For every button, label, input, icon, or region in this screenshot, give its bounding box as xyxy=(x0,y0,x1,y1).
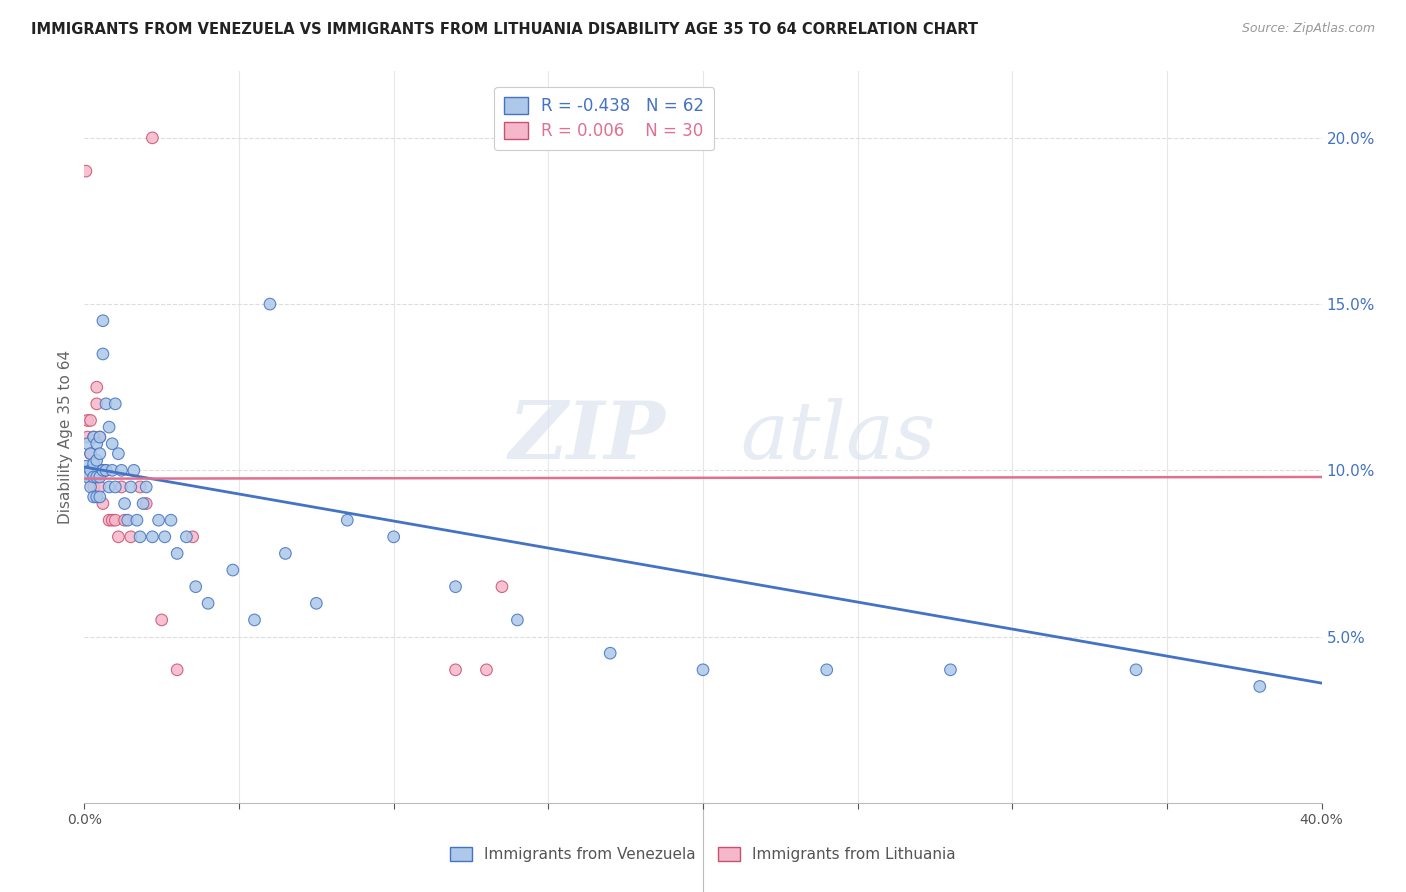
Point xyxy=(141,131,163,145)
Point xyxy=(114,513,136,527)
Point xyxy=(89,480,111,494)
Point xyxy=(181,530,204,544)
Point xyxy=(110,463,132,477)
Point xyxy=(79,447,101,461)
Point xyxy=(166,546,188,560)
Point xyxy=(79,480,101,494)
Point xyxy=(599,646,621,660)
Point xyxy=(184,580,207,594)
Point xyxy=(491,580,513,594)
Point xyxy=(129,530,152,544)
Point xyxy=(305,596,328,610)
Point xyxy=(692,663,714,677)
Y-axis label: Disability Age 35 to 64: Disability Age 35 to 64 xyxy=(58,350,73,524)
Point xyxy=(243,613,266,627)
Point xyxy=(83,480,105,494)
Point xyxy=(91,497,114,511)
Point xyxy=(197,596,219,610)
Point xyxy=(153,530,176,544)
Point xyxy=(150,613,173,627)
Point xyxy=(107,447,129,461)
Point xyxy=(104,513,127,527)
Point xyxy=(129,480,152,494)
Point xyxy=(89,447,111,461)
Point xyxy=(75,164,97,178)
Text: atlas: atlas xyxy=(740,399,935,475)
Legend: R = -0.438   N = 62, R = 0.006    N = 30: R = -0.438 N = 62, R = 0.006 N = 30 xyxy=(494,87,714,150)
Point xyxy=(86,436,108,450)
Point xyxy=(86,470,108,484)
Point xyxy=(83,430,105,444)
Point xyxy=(83,457,105,471)
Point xyxy=(94,463,117,477)
Point xyxy=(76,430,98,444)
Point xyxy=(120,530,142,544)
Point xyxy=(1125,663,1147,677)
Point xyxy=(444,663,467,677)
Point xyxy=(104,480,127,494)
Point xyxy=(101,436,124,450)
Point xyxy=(79,463,101,477)
Point xyxy=(91,314,114,328)
Point xyxy=(274,546,297,560)
Point xyxy=(86,397,108,411)
Point xyxy=(135,497,157,511)
Point xyxy=(79,447,101,461)
Point xyxy=(475,663,498,677)
Point xyxy=(125,513,148,527)
Point xyxy=(79,413,101,427)
Point xyxy=(160,513,183,527)
Point xyxy=(89,430,111,444)
Point xyxy=(89,430,111,444)
Point xyxy=(336,513,359,527)
Point xyxy=(120,480,142,494)
Text: Source: ZipAtlas.com: Source: ZipAtlas.com xyxy=(1241,22,1375,36)
Point xyxy=(444,580,467,594)
Legend: Immigrants from Venezuela, Immigrants from Lithuania: Immigrants from Venezuela, Immigrants fr… xyxy=(444,840,962,868)
Point xyxy=(148,513,170,527)
Point xyxy=(89,490,111,504)
Point xyxy=(98,513,121,527)
Point xyxy=(222,563,245,577)
Point xyxy=(141,530,163,544)
Point xyxy=(98,420,121,434)
Point xyxy=(86,453,108,467)
Point xyxy=(86,380,108,394)
Point xyxy=(91,463,114,477)
Text: ZIP: ZIP xyxy=(509,399,666,475)
Point xyxy=(89,470,111,484)
Point xyxy=(110,480,132,494)
Point xyxy=(101,513,124,527)
Point xyxy=(101,463,124,477)
Point xyxy=(114,497,136,511)
Point xyxy=(86,490,108,504)
Point xyxy=(76,470,98,484)
Point xyxy=(382,530,405,544)
Point xyxy=(91,347,114,361)
Point xyxy=(94,397,117,411)
Point xyxy=(176,530,198,544)
Point xyxy=(104,397,127,411)
Point xyxy=(94,463,117,477)
Point xyxy=(166,663,188,677)
Point xyxy=(76,413,98,427)
Point xyxy=(98,480,121,494)
Point xyxy=(107,530,129,544)
Point xyxy=(1249,680,1271,694)
Point xyxy=(259,297,281,311)
Point xyxy=(83,470,105,484)
Text: IMMIGRANTS FROM VENEZUELA VS IMMIGRANTS FROM LITHUANIA DISABILITY AGE 35 TO 64 C: IMMIGRANTS FROM VENEZUELA VS IMMIGRANTS … xyxy=(31,22,979,37)
Point xyxy=(83,490,105,504)
Point xyxy=(91,463,114,477)
Point xyxy=(132,497,155,511)
Point xyxy=(815,663,838,677)
Point xyxy=(75,463,97,477)
Point xyxy=(122,463,145,477)
Point xyxy=(135,480,157,494)
Point xyxy=(939,663,962,677)
Point xyxy=(506,613,529,627)
Point xyxy=(117,513,139,527)
Point xyxy=(76,436,98,450)
Point xyxy=(83,430,105,444)
